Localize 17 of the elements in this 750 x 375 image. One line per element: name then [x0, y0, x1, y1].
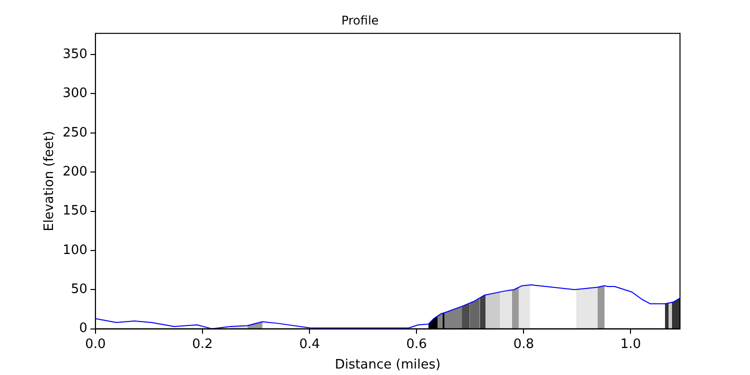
- y-tick-label: 150: [62, 204, 88, 219]
- y-tick-label: 300: [62, 86, 88, 102]
- y-axis-title: Elevation (feet): [42, 130, 58, 232]
- y-tick-label: 200: [62, 164, 88, 180]
- chart-title: Profile: [341, 13, 379, 28]
- y-tick-label: 250: [62, 125, 88, 140]
- x-tick-label: 0.4: [299, 336, 320, 352]
- x-tick-label: 0.2: [192, 336, 213, 352]
- y-tick-label: 350: [62, 46, 88, 62]
- x-tick-label: 1.0: [620, 336, 642, 352]
- y-tick-label: 50: [70, 282, 88, 297]
- x-tick-label: 0.0: [85, 336, 106, 352]
- x-tick-label: 0.6: [406, 336, 427, 352]
- y-tick-label: 100: [62, 242, 88, 258]
- y-tick-label: 0: [79, 321, 88, 336]
- x-tick-label: 0.8: [513, 336, 534, 352]
- x-axis-title: Distance (miles): [334, 358, 441, 373]
